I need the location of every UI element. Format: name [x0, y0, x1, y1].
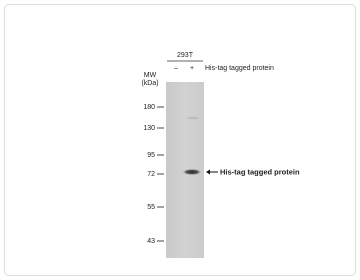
figure: 293T – + His-tag tagged protein MW (kDa)…: [0, 0, 360, 280]
band: [182, 169, 202, 175]
faint-band: [187, 117, 199, 119]
marker-label: 180: [143, 104, 155, 111]
marker-label: 130: [143, 125, 155, 132]
treatment-label: His-tag tagged protein: [205, 65, 274, 72]
cell-line: 293T: [177, 52, 194, 59]
lane-label: –: [174, 65, 178, 72]
marker-label: 43: [147, 238, 155, 245]
marker-label: 95: [147, 152, 155, 159]
annotation: His-tag tagged protein: [220, 167, 300, 176]
page: {"header": {"cell_line": "293T", "lanes"…: [0, 0, 360, 280]
mw-unit: (kDa): [141, 80, 158, 87]
lane-label: +: [190, 65, 194, 72]
marker-label: 72: [147, 171, 155, 178]
marker-label: 55: [147, 204, 155, 211]
mw-label: MW: [144, 72, 157, 79]
